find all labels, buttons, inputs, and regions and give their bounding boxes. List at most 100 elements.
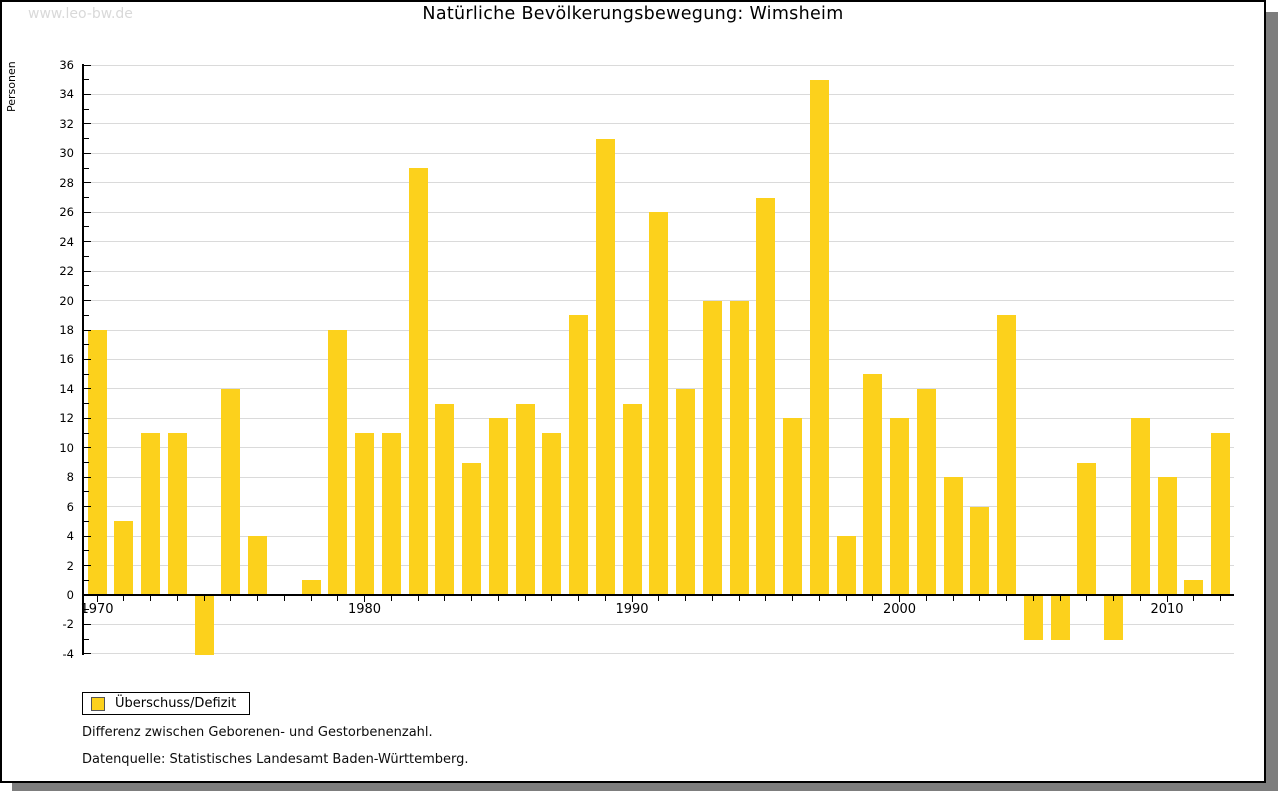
y-axis-tick <box>84 609 89 611</box>
bar <box>167 433 187 595</box>
y-axis-tick <box>84 197 89 198</box>
gridline <box>84 123 1234 125</box>
legend-swatch-icon <box>91 697 105 711</box>
y-axis-tick <box>84 579 89 581</box>
y-axis-tick <box>84 255 89 257</box>
y-axis-tick <box>84 270 91 272</box>
x-axis-tick <box>872 596 874 601</box>
x-axis-tick <box>1059 596 1061 601</box>
bar <box>381 433 401 595</box>
bar <box>248 536 267 595</box>
gridline <box>84 653 1234 655</box>
y-axis-tick <box>84 344 89 346</box>
y-axis-tick <box>84 123 91 125</box>
x-axis-tick <box>310 596 312 601</box>
y-axis-tick <box>84 506 91 508</box>
y-axis-tick <box>84 565 91 567</box>
x-axis-tick-label: 1990 <box>615 602 649 617</box>
bar <box>809 79 829 595</box>
bar <box>141 433 160 595</box>
x-axis-tick <box>845 596 847 601</box>
y-axis-tick <box>84 226 89 228</box>
x-axis-tick <box>417 596 419 601</box>
y-axis-tick <box>84 462 89 463</box>
bar <box>756 197 776 595</box>
x-axis-tick <box>337 596 339 601</box>
x-axis-tick <box>1006 596 1007 601</box>
x-axis-tick <box>792 596 793 601</box>
y-axis-tick <box>84 417 91 419</box>
bar <box>1211 433 1230 595</box>
plot-area: -4 -2 0 2 4 6 8 10 12 14 16 18 20 22 24 26 28 30 32 34 36 197… <box>2 2 1264 781</box>
y-axis-tick <box>84 373 89 375</box>
x-axis-tick <box>899 596 900 602</box>
y-axis-tick-label: 36 <box>59 58 74 72</box>
x-axis-tick <box>444 596 446 601</box>
footnote-source: Datenquelle: Statistisches Landesamt Bad… <box>82 752 469 767</box>
bar <box>1077 462 1097 595</box>
x-axis-tick-label: 1980 <box>347 602 382 617</box>
gridline <box>84 64 1234 66</box>
x-axis-tick-label: 2000 <box>882 602 917 617</box>
x-axis-tick <box>711 596 713 601</box>
x-axis-tick <box>150 596 151 601</box>
bar <box>890 418 909 595</box>
x-axis-tick <box>123 596 125 601</box>
y-axis-tick-label: 26 <box>59 205 74 220</box>
x-axis-tick <box>925 596 927 601</box>
bar <box>595 138 615 595</box>
y-axis-tick <box>84 64 91 66</box>
y-axis-tick <box>84 152 91 154</box>
bar <box>488 418 508 595</box>
bar <box>328 330 348 595</box>
bar <box>194 596 214 655</box>
bar <box>863 374 883 595</box>
bar <box>649 212 669 595</box>
y-axis-tick <box>84 182 91 184</box>
watermark: www.leo-bw.de <box>28 6 133 22</box>
x-axis-tick <box>1220 596 1221 601</box>
bar <box>569 315 588 595</box>
y-axis-tick <box>84 108 89 110</box>
x-axis-tick <box>1193 596 1195 601</box>
y-axis-tick-label: 12 <box>59 411 74 426</box>
x-axis-tick <box>257 596 258 601</box>
bar <box>1130 418 1150 595</box>
bar <box>435 403 455 595</box>
y-axis-tick <box>84 491 89 493</box>
bar <box>462 462 481 595</box>
y-axis-tick <box>84 535 91 537</box>
x-axis-tick <box>738 596 740 601</box>
bar <box>916 388 936 595</box>
y-axis-tick <box>84 241 91 243</box>
bar <box>87 330 107 595</box>
bar <box>1184 580 1204 595</box>
x-axis-tick <box>203 596 205 601</box>
bar <box>702 300 722 595</box>
y-axis-tick <box>84 520 89 522</box>
bar <box>676 388 695 595</box>
x-axis-tick <box>176 596 178 601</box>
y-axis-tick <box>84 403 89 405</box>
y-axis-tick <box>84 329 91 331</box>
y-axis-tick <box>84 638 89 640</box>
y-axis-tick <box>84 138 89 140</box>
chart-title: Natürliche Bevölkerungsbewegung: Wimshei… <box>422 4 844 24</box>
y-axis-tick-label: 8 <box>66 470 74 485</box>
gridline <box>84 152 1234 154</box>
bar <box>301 580 321 595</box>
x-axis-tick <box>497 596 499 601</box>
x-axis-tick <box>604 596 606 601</box>
x-axis-tick <box>1086 596 1088 601</box>
chart-canvas: www.leo-bw.de Natürliche Bevölkerungsbew… <box>0 0 1266 783</box>
y-axis-tick <box>84 93 91 95</box>
x-axis-tick <box>658 596 660 601</box>
bar <box>783 418 802 595</box>
x-axis-tick <box>1032 596 1034 601</box>
y-axis-tick <box>84 300 91 302</box>
bar <box>408 168 428 595</box>
bar <box>1157 477 1177 595</box>
y-axis-tick-label: 6 <box>66 499 74 514</box>
y-axis-tick <box>84 447 91 449</box>
bar <box>622 403 642 595</box>
